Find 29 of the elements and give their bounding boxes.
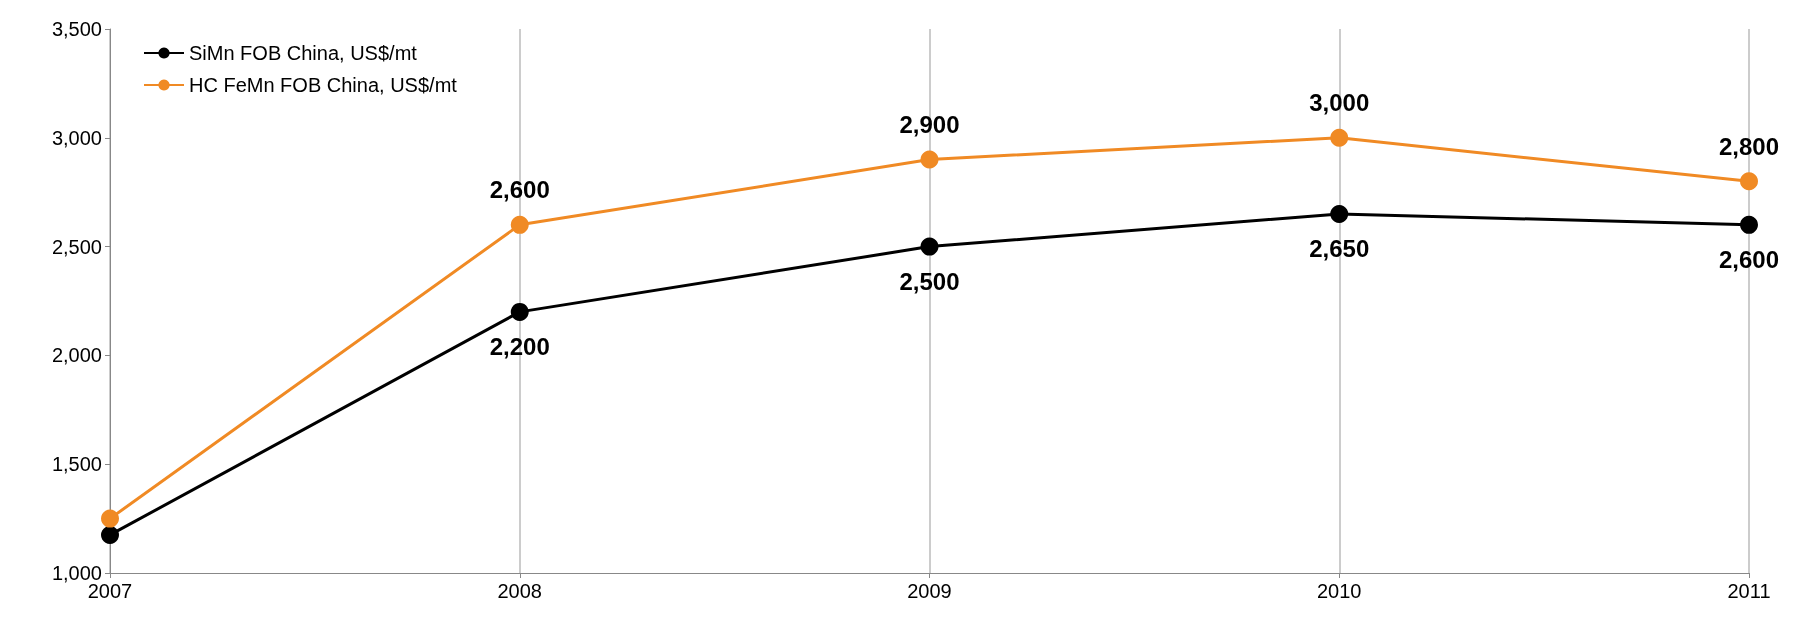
y-tick-label: 3,000	[51, 126, 102, 149]
point	[1740, 172, 1758, 191]
data-label: 2,500	[899, 268, 960, 296]
point	[101, 525, 119, 544]
data-label: 2,600	[1718, 246, 1780, 274]
y-tick-label: 2,500	[51, 235, 102, 258]
legend-label: SiMn FOB China, US$/mt	[189, 42, 418, 64]
point	[1330, 204, 1349, 223]
x-tick-label: 2011	[1727, 580, 1771, 602]
point	[101, 509, 119, 528]
point	[920, 150, 939, 169]
x-tick-label: 2010	[1317, 580, 1362, 602]
y-tick-label: 2,000	[51, 344, 102, 367]
point	[510, 215, 529, 234]
x-tick-label: 2009	[907, 580, 952, 602]
point	[1740, 215, 1758, 234]
y-tick-label: 1,500	[51, 453, 102, 476]
data-label: 3,000	[1309, 89, 1370, 117]
data-label: 2,200	[489, 333, 550, 361]
point	[510, 302, 529, 321]
y-tick-label: 3,500	[51, 18, 102, 40]
data-label: 2,900	[899, 111, 960, 139]
point	[1330, 128, 1349, 147]
data-label: 2,600	[489, 176, 550, 204]
point	[920, 237, 939, 256]
data-label: 2,650	[1309, 235, 1370, 263]
x-tick-label: 2008	[497, 580, 542, 602]
legend-label: HC FeMn FOB China, US$/mt	[189, 74, 458, 96]
data-label: 2,800	[1718, 132, 1780, 160]
